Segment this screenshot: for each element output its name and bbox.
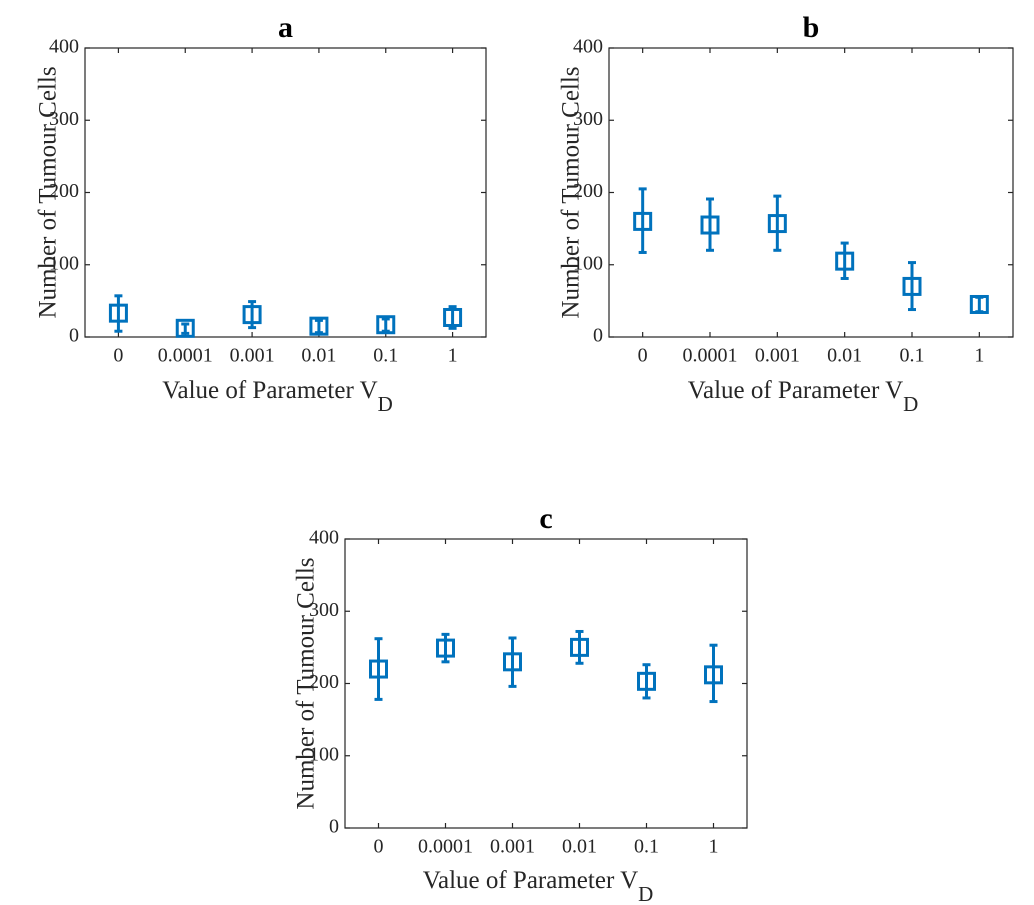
square-marker — [443, 307, 463, 327]
plot-frame — [608, 47, 1014, 338]
y-tick-label: 300 — [309, 599, 339, 621]
square-marker — [175, 318, 195, 338]
x-axis-label: Value of Parameter VD — [162, 377, 393, 416]
data-point — [704, 643, 723, 704]
x-tick-label: 0 — [638, 345, 648, 367]
chart-panel-c: c 0 100 200 300 400 0 0.0001 0.001 0.01 0.1 1 Number… — [293, 502, 748, 905]
y-tick-label: 100 — [573, 252, 603, 274]
x-tick-label: 0.0001 — [158, 345, 213, 367]
y-tick-label: 200 — [309, 671, 339, 693]
x-tick-label: 0.001 — [230, 345, 275, 367]
x-tick-label: 0.01 — [827, 345, 862, 367]
plot-frame — [344, 538, 748, 829]
data-point — [570, 629, 589, 665]
x-axis-label-subscript: D — [378, 392, 393, 416]
square-marker — [767, 214, 787, 234]
data-point — [835, 241, 855, 280]
x-tick-label: 0 — [374, 836, 384, 858]
y-tick-label: 300 — [49, 108, 79, 130]
y-tick-label: 400 — [309, 527, 339, 549]
chart-title: a — [278, 11, 293, 44]
y-tick-label: 0 — [69, 325, 79, 347]
x-tick-label: 1 — [448, 345, 458, 367]
square-marker — [835, 251, 855, 271]
y-axis-label: Number of Tumour Cells — [558, 66, 585, 318]
data-point — [376, 315, 396, 335]
y-tick-label: 200 — [49, 180, 79, 202]
y-axis-label: Number of Tumour Cells — [293, 557, 320, 809]
square-marker — [704, 665, 723, 685]
x-tick-label: 0.01 — [301, 345, 336, 367]
square-marker — [436, 638, 455, 658]
y-tick-label: 100 — [309, 743, 339, 765]
x-tick-label: 0.0001 — [683, 345, 738, 367]
square-marker — [369, 659, 388, 679]
x-tick-label: 1 — [974, 345, 984, 367]
y-tick-label: 400 — [49, 36, 79, 58]
data-point — [242, 300, 262, 330]
y-tick-label: 0 — [593, 325, 603, 347]
square-marker — [376, 315, 396, 335]
y-axis-label: Number of Tumour Cells — [35, 66, 62, 318]
square-marker — [309, 316, 329, 336]
chart-panel-b: b 0 100 200 300 400 0 0.0001 0.001 0.01 0.1 1 Number… — [558, 11, 1014, 416]
data-point — [767, 194, 787, 252]
square-marker — [242, 305, 262, 325]
square-marker — [969, 294, 989, 314]
chart-title: b — [803, 11, 820, 44]
data-point — [309, 316, 329, 336]
data-point — [700, 197, 720, 252]
square-marker — [570, 637, 589, 657]
x-tick-label: 0.0001 — [418, 836, 473, 858]
data-point — [503, 636, 522, 688]
data-point — [108, 294, 128, 333]
x-tick-label: 0.01 — [562, 836, 597, 858]
x-tick-label: 0 — [113, 345, 123, 367]
y-tick-label: 400 — [573, 36, 603, 58]
y-tick-label: 200 — [573, 180, 603, 202]
square-marker — [108, 303, 128, 323]
data-point — [436, 632, 455, 664]
y-tick-label: 0 — [329, 816, 339, 838]
chart-title: c — [539, 502, 552, 535]
x-axis-label-subscript: D — [903, 392, 918, 416]
y-tick-label: 300 — [573, 108, 603, 130]
data-point — [175, 318, 195, 338]
x-tick-label: 1 — [709, 836, 719, 858]
x-tick-label: 0.001 — [755, 345, 800, 367]
x-tick-label: 0.1 — [373, 345, 398, 367]
x-axis-label-subscript: D — [638, 882, 653, 905]
chart-panel-a: a 0 100 200 300 400 0 0.0001 0.001 0.01 0.1 1 Number… — [35, 11, 487, 416]
x-tick-label: 0.1 — [900, 345, 925, 367]
square-marker — [633, 211, 653, 231]
square-marker — [503, 652, 522, 672]
x-axis-label: Value of Parameter VD — [688, 377, 919, 416]
data-point — [443, 305, 463, 330]
square-marker — [700, 215, 720, 235]
x-axis-label: Value of Parameter VD — [423, 867, 654, 905]
plot-frame — [84, 47, 487, 338]
data-point — [902, 261, 922, 312]
x-tick-label: 0.001 — [490, 836, 535, 858]
data-point — [637, 663, 656, 700]
x-tick-label: 0.1 — [634, 836, 659, 858]
square-marker — [902, 276, 922, 296]
data-point — [969, 294, 989, 314]
data-point — [633, 187, 653, 254]
square-marker — [637, 671, 656, 691]
y-tick-label: 100 — [49, 252, 79, 274]
data-point — [369, 637, 388, 701]
